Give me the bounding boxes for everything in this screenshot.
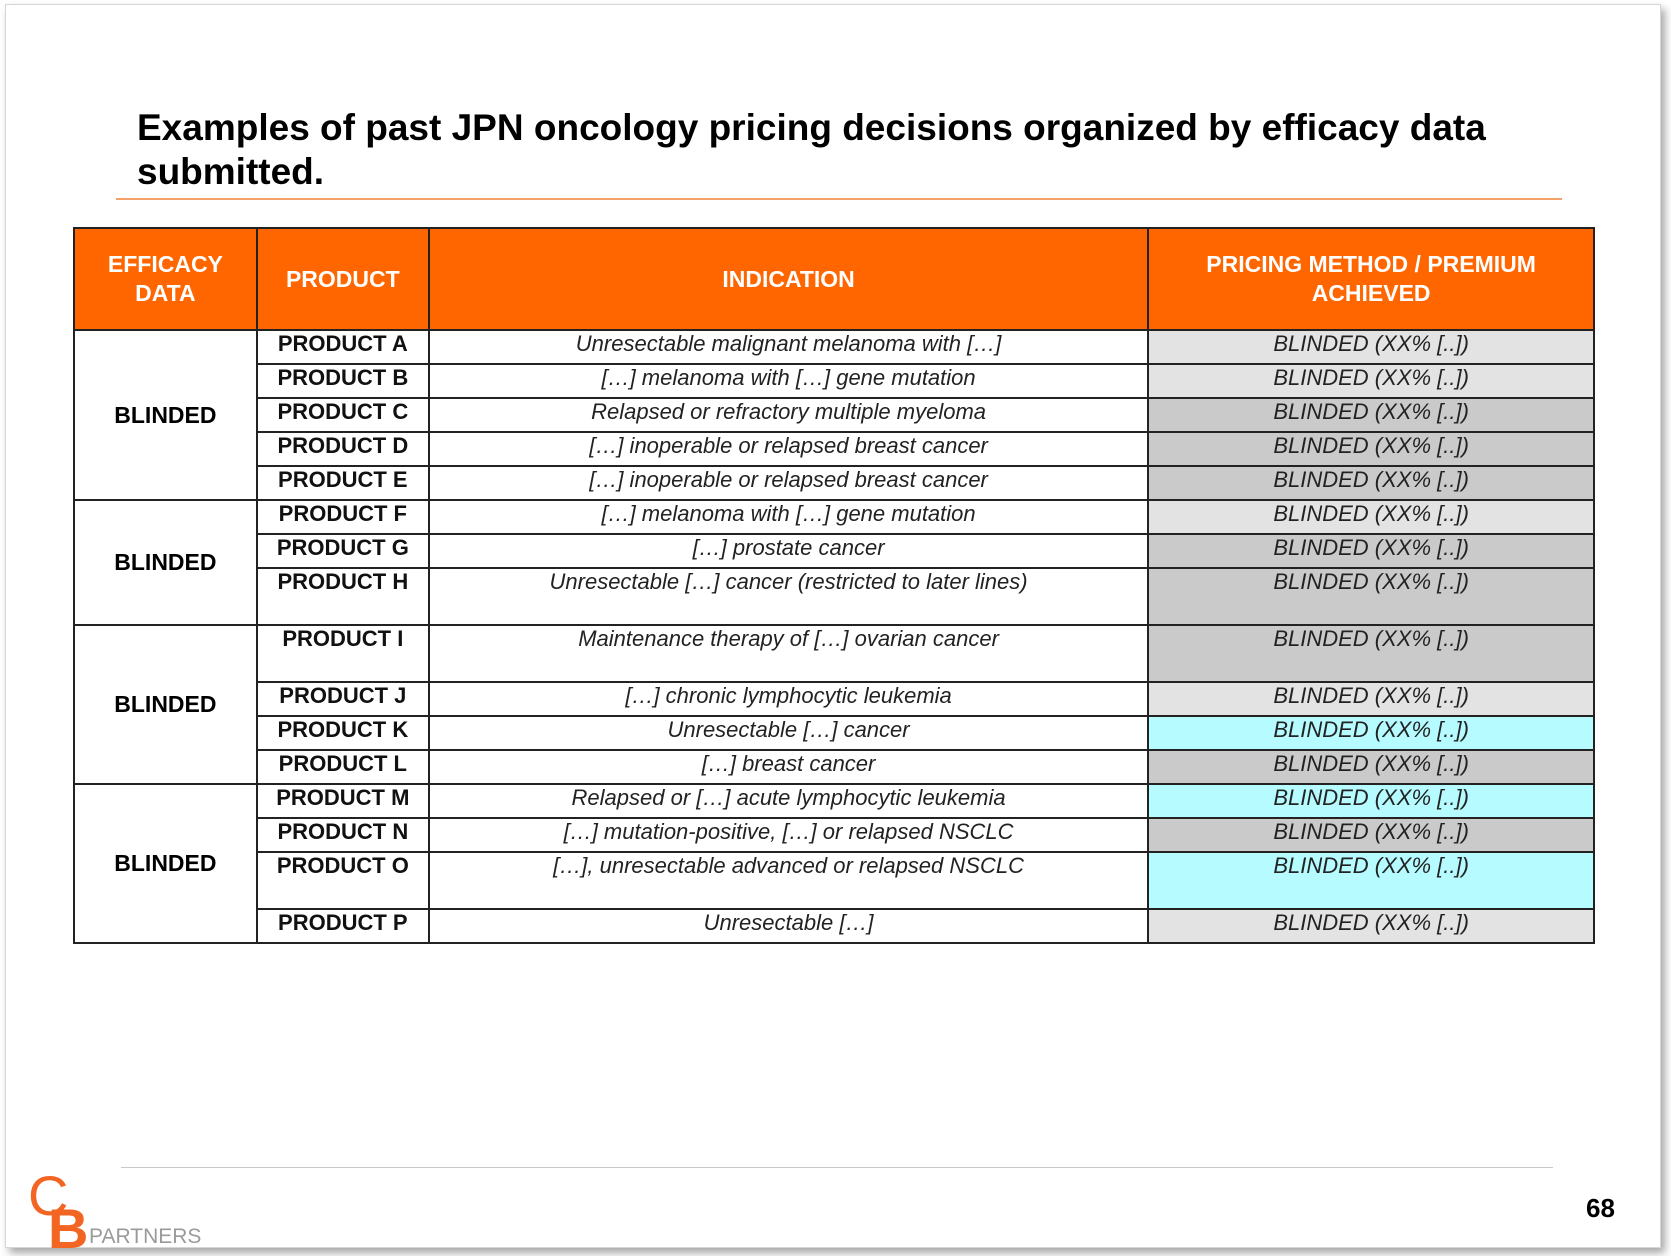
efficacy-data-cell: BLINDED [73,329,258,501]
product-cell: PRODUCT C [255,397,430,433]
pricing-table: EFFICACY DATA PRODUCT INDICATION PRICING… [73,227,1595,944]
pricing-cell: BLINDED (XX% [..]) [1147,681,1595,717]
product-cell: PRODUCT D [255,431,430,467]
table-row: PRODUCT B […] melanoma with […] gene muta… [74,363,1595,399]
table-row: PRODUCT E […] inoperable or relapsed brea… [74,465,1595,501]
pricing-cell: BLINDED (XX% [..]) [1147,431,1595,467]
pricing-cell: BLINDED (XX% [..]) [1147,465,1595,501]
pricing-cell: BLINDED (XX% [..]) [1147,397,1595,433]
table-body: BLINDED PRODUCT A Unresectable malignant m… [73,329,1595,944]
product-cell: PRODUCT A [255,329,430,365]
product-cell: PRODUCT N [255,817,430,853]
product-cell: PRODUCT M [255,783,430,819]
indication-cell: […] inoperable or relapsed breast cancer [427,465,1150,501]
pricing-cell: BLINDED (XX% [..]) [1147,749,1595,785]
pricing-cell: BLINDED (XX% [..]) [1147,783,1595,819]
indication-cell: Relapsed or refractory multiple myeloma [427,397,1150,433]
product-cell: PRODUCT L [255,749,430,785]
page-number: 68 [1586,1193,1615,1223]
product-cell: PRODUCT G [255,533,430,569]
indication-cell: Unresectable […] [427,908,1150,944]
logo-letter-c: C [28,1165,68,1227]
table-row: BLINDED PRODUCT F […] melanoma with […] ge… [73,499,1595,626]
logo-letter-b: B [48,1197,88,1250]
pricing-cell: BLINDED (XX% [..]) [1147,715,1595,751]
table-row: PRODUCT N […] mutation-positive, […] or r… [74,817,1595,853]
header-indication: INDICATION [427,227,1150,331]
efficacy-data-cell: BLINDED [73,499,258,626]
product-cell: PRODUCT I [255,624,430,683]
product-cell: PRODUCT K [255,715,430,751]
header-pricing-method: PRICING METHOD / PREMIUM ACHIEVED [1147,227,1595,331]
table-row: BLINDED PRODUCT M Relapsed or […] acute ly… [73,783,1595,944]
indication-cell: […], unresectable advanced or relapsed N… [427,851,1150,910]
table-row: PRODUCT H Unresectable […] cancer (restri… [74,567,1595,626]
product-cell: PRODUCT P [255,908,430,944]
pricing-cell: BLINDED (XX% [..]) [1147,567,1595,626]
table-row: PRODUCT L […] breast cancer BLINDED (XX% [… [74,749,1595,785]
product-cell: PRODUCT F [255,499,430,535]
indication-cell: Unresectable […] cancer (restricted to l… [427,567,1150,626]
header-product: PRODUCT [255,227,430,331]
indication-cell: Unresectable malignant melanoma with […] [427,329,1150,365]
product-cell: PRODUCT B [255,363,430,399]
table-row: PRODUCT C Relapsed or refractory multiple… [74,397,1595,433]
efficacy-data-cell: BLINDED [73,624,258,785]
pricing-cell: BLINDED (XX% [..]) [1147,817,1595,853]
pricing-cell: BLINDED (XX% [..]) [1147,363,1595,399]
indication-cell: Relapsed or […] acute lymphocytic leukem… [427,783,1150,819]
title-underline [116,198,1562,200]
product-cell: PRODUCT H [255,567,430,626]
indication-cell: […] mutation-positive, […] or relapsed N… [427,817,1150,853]
indication-cell: […] prostate cancer [427,533,1150,569]
table-row: PRODUCT D […] inoperable or relapsed brea… [74,431,1595,467]
table-row: PRODUCT G […] prostate cancer BLINDED (XX%… [74,533,1595,569]
product-cell: PRODUCT E [255,465,430,501]
indication-cell: […] inoperable or relapsed breast cancer [427,431,1150,467]
logo-wordmark: PARTNERS [89,1225,201,1248]
table-row: PRODUCT K Unresectable […] cancer BLINDED … [74,715,1595,751]
table-row: PRODUCT O […], unresectable advanced or r… [74,851,1595,910]
pricing-cell: BLINDED (XX% [..]) [1147,533,1595,569]
cb-partners-logo: C B PARTNERS [28,1165,201,1250]
table-row: BLINDED PRODUCT I Maintenance therapy of [… [73,624,1595,785]
indication-cell: Maintenance therapy of […] ovarian cance… [427,624,1150,683]
footer-divider [121,1167,1553,1168]
slide-title: Examples of past JPN oncology pricing de… [137,107,1486,192]
pricing-cell: BLINDED (XX% [..]) [1147,908,1595,944]
indication-cell: […] melanoma with […] gene mutation [427,499,1150,535]
slide: Examples of past JPN oncology pricing de… [5,4,1661,1250]
header-efficacy-data: EFFICACY DATA [73,227,258,331]
table-row: PRODUCT J […] chronic lymphocytic leukemi… [74,681,1595,717]
indication-cell: […] chronic lymphocytic leukemia [427,681,1150,717]
table-row: PRODUCT P Unresectable […] BLINDED (XX% [.… [74,908,1595,944]
indication-cell: Unresectable […] cancer [427,715,1150,751]
pricing-cell: BLINDED (XX% [..]) [1147,851,1595,910]
table-row: BLINDED PRODUCT A Unresectable malignant m… [73,329,1595,501]
pricing-cell: BLINDED (XX% [..]) [1147,624,1595,683]
efficacy-data-cell: BLINDED [73,783,258,944]
product-cell: PRODUCT O [255,851,430,910]
pricing-cell: BLINDED (XX% [..]) [1147,329,1595,365]
indication-cell: […] melanoma with […] gene mutation [427,363,1150,399]
indication-cell: […] breast cancer [427,749,1150,785]
pricing-cell: BLINDED (XX% [..]) [1147,499,1595,535]
table-header-row: EFFICACY DATA PRODUCT INDICATION PRICING… [73,227,1595,331]
product-cell: PRODUCT J [255,681,430,717]
